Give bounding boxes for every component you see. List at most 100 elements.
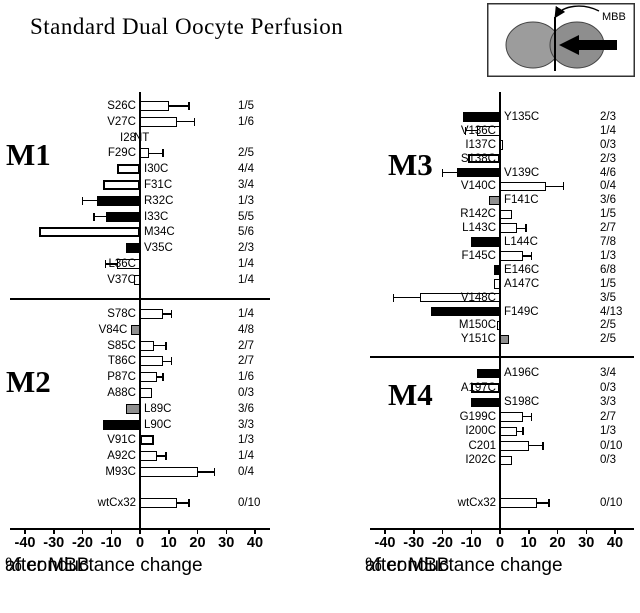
mutant-label: S85C xyxy=(107,339,136,352)
mutant-label: R32C xyxy=(144,194,174,207)
error-bar xyxy=(523,255,532,257)
mutant-label: V140C xyxy=(460,180,496,193)
error-bar xyxy=(197,471,215,473)
mutant-label: A196C xyxy=(504,367,540,380)
x-axis-tick-label: -20 xyxy=(72,535,93,551)
left-chart-panel: % conductance change after MBB S26C 1/5 V2… xyxy=(5,92,270,576)
bar xyxy=(456,167,500,178)
error-bar xyxy=(177,502,189,504)
error-bar-cap xyxy=(162,149,164,158)
fraction-label: 4/6 xyxy=(600,166,616,179)
bar xyxy=(500,441,529,451)
fraction-label: 3/6 xyxy=(238,402,254,415)
error-bar xyxy=(163,313,172,315)
x-axis-tick xyxy=(585,528,587,534)
bar xyxy=(500,426,518,436)
bar xyxy=(102,179,140,190)
bar xyxy=(140,148,149,159)
fraction-label: 0/3 xyxy=(238,386,254,399)
x-axis-tick-label: 10 xyxy=(520,535,537,551)
mutant-label: V91C xyxy=(107,434,136,447)
error-bar-cap xyxy=(441,168,444,177)
mutant-label: T86C xyxy=(107,355,136,368)
fraction-label: 1/5 xyxy=(600,277,616,290)
error-bar-cap xyxy=(525,224,527,233)
fraction-label: 0/4 xyxy=(238,465,254,478)
x-axis-title-line1: % conductance change xyxy=(5,555,203,576)
bar xyxy=(140,466,198,477)
fraction-label: 2/5 xyxy=(600,319,616,332)
x-axis-tick-label: -20 xyxy=(432,535,453,551)
mutant-label: M93C xyxy=(105,465,136,478)
x-axis-tick-label: -30 xyxy=(43,535,65,551)
x-axis-tick-label: 0 xyxy=(495,535,505,551)
mutant-label: R142C xyxy=(460,208,496,221)
x-axis-tick xyxy=(196,528,199,534)
error-bar-cap xyxy=(162,373,164,382)
bar xyxy=(471,397,500,407)
bar xyxy=(500,498,538,508)
x-axis-title-line2: after MBB xyxy=(365,555,450,576)
x-axis-tick-label: -40 xyxy=(374,535,396,551)
fraction-label: 0/10 xyxy=(600,497,623,509)
mutant-label: I137C xyxy=(465,138,496,151)
bar xyxy=(140,356,163,367)
mutant-label: F149C xyxy=(504,305,539,318)
x-axis-tick-label: -30 xyxy=(403,535,425,551)
not-tested-label: NT xyxy=(134,131,150,144)
x-axis-tick xyxy=(441,528,444,534)
mutant-label: I33C xyxy=(144,210,169,223)
x-axis-tick-label: 30 xyxy=(578,535,595,551)
bar xyxy=(500,140,503,150)
error-bar-cap xyxy=(542,441,544,450)
mutant-label: V27C xyxy=(107,115,136,128)
error-bar xyxy=(465,130,477,132)
mutant-label: V136C xyxy=(460,124,496,137)
bar xyxy=(117,164,140,175)
bar xyxy=(140,387,152,398)
fraction-label: 0/3 xyxy=(600,454,616,467)
x-axis-tick xyxy=(556,528,559,534)
bar xyxy=(117,258,140,269)
fraction-label: 5/6 xyxy=(238,226,254,239)
section-label-m1: M1 xyxy=(6,137,51,173)
fraction-label: 2/5 xyxy=(600,333,616,346)
mutant-label: I202C xyxy=(465,454,496,467)
mutant-label: I200C xyxy=(465,425,496,438)
mutant-label: Y151C xyxy=(460,333,496,346)
section-label-m3: M3 xyxy=(388,146,433,182)
mutant-label: V84C xyxy=(98,323,128,336)
mbb-application-arrow-icon xyxy=(554,5,600,19)
error-bar-cap xyxy=(93,212,95,221)
x-axis-tick-label: 20 xyxy=(549,535,566,551)
mutant-label: S26C xyxy=(107,99,136,112)
fraction-label: 5/5 xyxy=(238,210,254,223)
mutant-label: I30C xyxy=(144,163,169,176)
x-axis-title-line2: after MBB xyxy=(5,555,90,576)
fraction-label: 0/3 xyxy=(600,138,616,151)
mutant-label: S198C xyxy=(504,396,540,409)
error-bar-cap xyxy=(548,499,550,507)
fraction-label: 3/4 xyxy=(600,367,616,380)
error-bar xyxy=(168,105,189,107)
error-bar xyxy=(154,344,166,347)
fraction-label: 2/3 xyxy=(600,152,616,165)
bar xyxy=(500,209,512,219)
error-bar xyxy=(546,185,564,188)
mutant-label: P87C xyxy=(107,371,136,384)
x-axis-tick-label: 0 xyxy=(135,535,145,551)
fraction-label: 3/3 xyxy=(238,418,254,431)
x-axis-line xyxy=(370,528,634,530)
mutant-label: wtCx32 xyxy=(457,497,496,509)
bar xyxy=(431,306,500,317)
right-chart-panel: % conductance change after MBB Y135C 2/3 V… xyxy=(360,0,640,613)
mutant-label: F145C xyxy=(461,249,496,262)
fraction-label: 1/4 xyxy=(238,450,254,463)
bar xyxy=(500,181,546,192)
fraction-label: 3/4 xyxy=(238,178,254,191)
bar xyxy=(500,251,523,261)
error-bar-cap xyxy=(530,412,533,421)
error-bar-cap xyxy=(170,309,173,318)
mutant-label: V139C xyxy=(504,166,540,179)
